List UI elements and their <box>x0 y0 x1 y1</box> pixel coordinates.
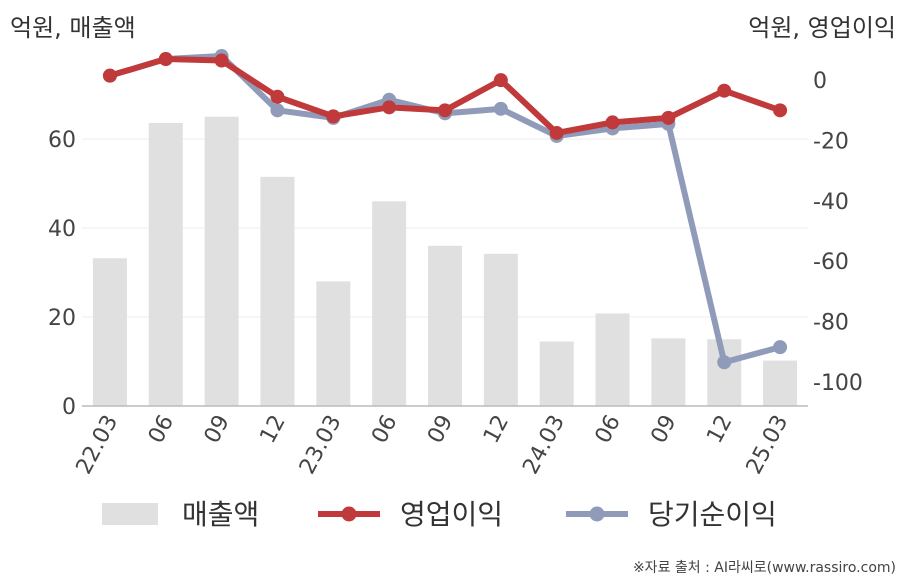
series-point <box>661 110 676 125</box>
legend-label-sales: 매출액 <box>182 498 259 531</box>
series-point <box>717 83 732 98</box>
series-point <box>493 73 508 88</box>
x-tick-label: 22.03 <box>72 411 124 478</box>
bar <box>92 258 127 406</box>
bar <box>428 245 462 406</box>
series-point <box>493 101 508 116</box>
series-point <box>605 115 620 130</box>
bar <box>316 281 351 406</box>
x-tick-label: 23.03 <box>295 411 347 478</box>
legend-label-net: 당기순이익 <box>648 498 777 531</box>
x-tick-label: 24.03 <box>518 411 570 478</box>
left-tick-label: 40 <box>48 217 76 242</box>
right-ticks: 0 -20 -40 -60 -80 -100 <box>813 69 863 396</box>
right-tick-label: -20 <box>813 130 849 155</box>
series-point <box>438 103 452 118</box>
x-tick-label: 06 <box>367 411 402 447</box>
left-tick-label: 60 <box>48 128 76 153</box>
legend-label-operating: 영업이익 <box>400 498 503 531</box>
series-point <box>102 68 117 83</box>
bar <box>539 341 574 406</box>
legend-marker-net <box>589 506 605 522</box>
series-point <box>214 53 229 68</box>
legend-swatch-sales <box>102 503 158 525</box>
bar <box>260 176 295 406</box>
bar <box>372 201 407 406</box>
right-tick-label: -80 <box>813 311 849 336</box>
bar <box>483 253 518 406</box>
x-ticks: 22.03 06 09 12 23.03 06 09 12 24.03 06 09 12 25.03 <box>72 411 794 478</box>
series-point <box>382 100 397 115</box>
x-tick-label: 09 <box>646 411 681 447</box>
bars <box>92 116 798 406</box>
right-tick-label: 0 <box>813 69 827 94</box>
bar <box>204 116 239 406</box>
x-tick-label: 06 <box>144 411 179 447</box>
series-point <box>773 103 788 118</box>
right-tick-label: -40 <box>813 190 849 215</box>
bar <box>148 122 183 406</box>
legend-marker-operating <box>341 506 357 522</box>
x-tick-label: 12 <box>479 411 514 447</box>
bar <box>763 360 798 406</box>
source-text: ※자료 출처 : AI라씨로(www.rassiro.com) <box>633 560 896 576</box>
x-tick-label: 25.03 <box>742 411 794 478</box>
right-axis-title: 억원, 영업이익 <box>748 14 896 42</box>
right-tick-label: -60 <box>813 250 849 275</box>
line-series <box>102 49 788 370</box>
left-tick-label: 0 <box>62 395 76 420</box>
x-tick-label: 09 <box>200 411 235 447</box>
x-tick-label: 06 <box>591 411 626 447</box>
left-ticks: 0 20 40 60 <box>48 128 76 420</box>
series-point <box>326 109 341 124</box>
left-tick-label: 20 <box>48 306 76 331</box>
left-axis-title: 억원, 매출액 <box>10 14 136 42</box>
bar <box>595 313 630 406</box>
x-tick-label: 12 <box>256 411 291 447</box>
x-tick-label: 12 <box>702 411 737 447</box>
series-point <box>549 125 564 140</box>
bar <box>651 338 686 406</box>
x-tick-label: 09 <box>423 411 458 447</box>
series-point <box>270 103 285 118</box>
series-point <box>270 89 285 104</box>
series-point <box>158 52 173 67</box>
series-point <box>773 340 788 355</box>
right-tick-label: -100 <box>813 371 863 396</box>
series-point <box>717 355 732 370</box>
legend: 매출액 영업이익 당기순이익 <box>102 498 777 531</box>
